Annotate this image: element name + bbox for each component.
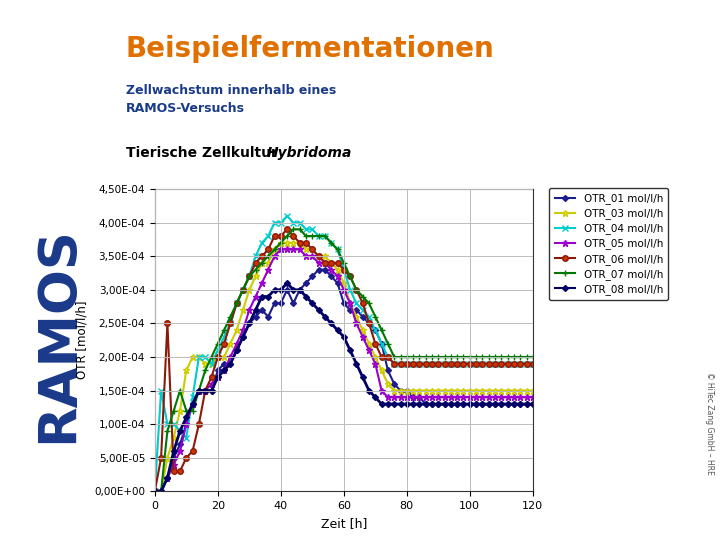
OTR_03 mol/l/h: [289, 240, 298, 246]
OTR_01 mol/l/h: [528, 401, 537, 407]
OTR_01 mol/l/h: [283, 287, 292, 293]
OTR_03 mol/l/h: [528, 387, 537, 394]
OTR_04 mol/l/h: [226, 320, 235, 327]
OTR_03 mol/l/h: [359, 327, 367, 333]
OTR_01 mol/l/h: [315, 266, 323, 273]
Line: OTR_04 mol/l/h: OTR_04 mol/l/h: [151, 212, 536, 495]
OTR_08 mol/l/h: [239, 334, 248, 340]
OTR_04 mol/l/h: [150, 488, 159, 495]
OTR_07 mol/l/h: [384, 340, 392, 347]
OTR_05 mol/l/h: [226, 354, 235, 360]
Text: Hybridoma: Hybridoma: [266, 146, 352, 160]
Legend: OTR_01 mol/l/h, OTR_03 mol/l/h, OTR_04 mol/l/h, OTR_05 mol/l/h, OTR_06 mol/l/h, : OTR_01 mol/l/h, OTR_03 mol/l/h, OTR_04 m…: [549, 188, 668, 300]
OTR_06 mol/l/h: [289, 233, 298, 239]
OTR_06 mol/l/h: [485, 361, 493, 367]
OTR_06 mol/l/h: [359, 300, 367, 307]
OTR_07 mol/l/h: [485, 354, 493, 360]
OTR_07 mol/l/h: [289, 226, 298, 233]
OTR_04 mol/l/h: [485, 361, 493, 367]
OTR_05 mol/l/h: [239, 327, 248, 333]
OTR_03 mol/l/h: [384, 381, 392, 387]
OTR_07 mol/l/h: [359, 293, 367, 300]
OTR_06 mol/l/h: [150, 488, 159, 495]
OTR_07 mol/l/h: [239, 287, 248, 293]
OTR_01 mol/l/h: [359, 313, 367, 320]
OTR_03 mol/l/h: [150, 488, 159, 495]
OTR_01 mol/l/h: [239, 334, 248, 340]
OTR_07 mol/l/h: [150, 488, 159, 495]
OTR_07 mol/l/h: [283, 233, 292, 239]
OTR_08 mol/l/h: [485, 401, 493, 407]
Line: OTR_05 mol/l/h: OTR_05 mol/l/h: [151, 246, 536, 495]
OTR_05 mol/l/h: [528, 394, 537, 401]
OTR_01 mol/l/h: [384, 367, 392, 374]
OTR_04 mol/l/h: [528, 361, 537, 367]
OTR_05 mol/l/h: [150, 488, 159, 495]
OTR_03 mol/l/h: [226, 340, 235, 347]
OTR_05 mol/l/h: [359, 334, 367, 340]
OTR_06 mol/l/h: [283, 226, 292, 233]
OTR_05 mol/l/h: [276, 246, 285, 253]
OTR_04 mol/l/h: [239, 287, 248, 293]
Text: Tierische Zellkultur: Tierische Zellkultur: [126, 146, 283, 160]
OTR_01 mol/l/h: [150, 488, 159, 495]
OTR_04 mol/l/h: [283, 213, 292, 219]
OTR_05 mol/l/h: [384, 394, 392, 401]
OTR_03 mol/l/h: [239, 307, 248, 313]
OTR_08 mol/l/h: [150, 488, 159, 495]
Line: OTR_08 mol/l/h: OTR_08 mol/l/h: [153, 281, 535, 494]
OTR_01 mol/l/h: [226, 361, 235, 367]
OTR_04 mol/l/h: [384, 354, 392, 360]
OTR_03 mol/l/h: [276, 240, 285, 246]
OTR_08 mol/l/h: [359, 374, 367, 380]
OTR_03 mol/l/h: [485, 387, 493, 394]
OTR_08 mol/l/h: [384, 401, 392, 407]
OTR_08 mol/l/h: [283, 280, 292, 286]
Y-axis label: OTR [mol/l/h]: OTR [mol/l/h]: [76, 301, 89, 380]
Line: OTR_01 mol/l/h: OTR_01 mol/l/h: [153, 267, 535, 494]
OTR_05 mol/l/h: [289, 246, 298, 253]
OTR_07 mol/l/h: [528, 354, 537, 360]
OTR_04 mol/l/h: [359, 307, 367, 313]
OTR_01 mol/l/h: [485, 401, 493, 407]
OTR_06 mol/l/h: [384, 354, 392, 360]
OTR_08 mol/l/h: [289, 287, 298, 293]
Text: Beispielfermentationen: Beispielfermentationen: [126, 35, 495, 63]
Line: OTR_03 mol/l/h: OTR_03 mol/l/h: [151, 239, 536, 495]
Line: OTR_07 mol/l/h: OTR_07 mol/l/h: [151, 226, 536, 495]
OTR_06 mol/l/h: [528, 361, 537, 367]
OTR_08 mol/l/h: [528, 401, 537, 407]
Line: OTR_06 mol/l/h: OTR_06 mol/l/h: [152, 227, 536, 494]
Text: Zellwachstum innerhalb eines
RAMOS-Versuchs: Zellwachstum innerhalb eines RAMOS-Versu…: [126, 84, 336, 114]
Text: © HiTec Zang GmbH – HRE: © HiTec Zang GmbH – HRE: [705, 372, 714, 475]
OTR_08 mol/l/h: [226, 361, 235, 367]
OTR_07 mol/l/h: [226, 313, 235, 320]
Text: RAMOS: RAMOS: [32, 226, 84, 443]
OTR_05 mol/l/h: [485, 394, 493, 401]
X-axis label: Zeit [h]: Zeit [h]: [320, 517, 367, 530]
OTR_04 mol/l/h: [289, 219, 298, 226]
OTR_06 mol/l/h: [226, 320, 235, 327]
OTR_06 mol/l/h: [239, 287, 248, 293]
